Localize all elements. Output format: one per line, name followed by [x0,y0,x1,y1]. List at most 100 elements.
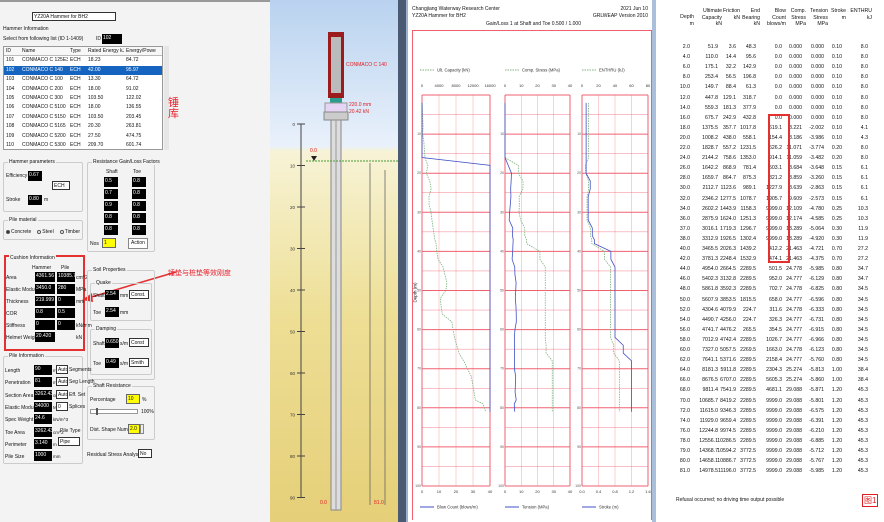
percentage-slider[interactable] [90,408,138,415]
hammer-cushion-input[interactable]: 20.420 [35,332,55,342]
hammer-cushion-input[interactable]: 0.8 [35,308,55,318]
table-cell: 4681.1 [766,387,782,394]
action-button[interactable]: Action [128,238,148,249]
percentage-input[interactable]: 10 [126,394,140,404]
quake-shaft-input[interactable]: 2.54 [105,290,119,300]
table-cell: -5.760 [809,357,824,364]
hammer-cushion-input[interactable]: 0 [35,320,55,330]
dist-shape-spinner[interactable] [140,424,144,434]
eff-set-input[interactable]: Auto [56,390,68,399]
damp-toe-input[interactable]: 0.49 [105,358,119,368]
damp-toe-mode-select[interactable]: Smith [129,358,149,367]
table-cell: 9974.5 [720,427,736,434]
hammer-list-row[interactable]: 110 CONMACO C 5300 ECH 209.70 601.74 [4,141,162,150]
table-cell: 989.1 [743,185,756,192]
damp-shaft-mode-select[interactable]: Const [129,338,149,347]
table-cell: 8181.3 [702,367,718,374]
table-row: 60.0 7327.0 5057.5 2269.5 1663.0 24.778 -6.123… [656,347,884,356]
hammer-cushion-input[interactable]: 4361.56 [35,272,55,282]
table-cell: 88.4 [725,84,736,91]
job-title-input[interactable]: YZ20A Hammer for BH2 [32,12,116,21]
residual-stress-select[interactable]: No [138,449,152,458]
column-header[interactable]: ID [6,48,11,54]
table-cell: 377.9 [743,104,756,111]
table-row: 70.0 10685.7 8419.2 2289.5 9999.0 29.088 -5.80… [656,398,884,407]
pile-type-select[interactable]: Pipe [58,437,80,446]
table-cell: 2144.2 [702,155,718,162]
shaft-factor-input[interactable]: 0.5 [104,177,118,187]
hammer-list-row[interactable]: 106 CONMACO C 5100 ECH 18.00 136.55 [4,103,162,112]
pile-value-input[interactable]: 3.140 [34,438,52,449]
toe-factor-input[interactable]: 0.8 [132,201,146,211]
hammer-cushion-input[interactable]: 219.999 [35,296,55,306]
hammer-list-row[interactable]: 109 CONMACO C 5200 ECH 27.50 474.75 [4,132,162,141]
pile-cushion-input[interactable]: 280 [57,284,75,294]
column-header[interactable]: Name [22,48,36,54]
splices-input[interactable]: 0 [56,402,68,411]
hammer-cell: 64.72 [126,76,139,83]
hammer-cell: CONMACO C 300 [22,94,63,101]
table-cell: 875.3 [743,175,756,182]
pile-cushion-input[interactable]: 0 [57,320,75,330]
shaft-factor-input[interactable]: 0.9 [104,201,118,211]
pile-row-label: Toe Area [5,429,25,436]
pile-material-radio-steel[interactable]: Steel [37,229,54,235]
dist-shape-input[interactable]: 2.0 [128,424,140,434]
pile-cushion-input[interactable]: 0.5 [57,308,75,318]
hammer-list-row[interactable]: 103 CONMACO C 100 ECH 13.30 64.72 [4,75,162,84]
toe-factor-input[interactable]: 0.8 [132,213,146,223]
hammer-list-row[interactable]: 102 CONMACO C 140 ECH 42.00 95.97 [4,65,162,76]
column-header[interactable]: Rated Energy kJ [88,48,124,54]
hammer-list-row[interactable]: 104 CONMACO C 200 ECH 18.00 91.02 [4,85,162,94]
hammer-list-row[interactable]: 105 CONMACO C 300 ECH 103.50 122.02 [4,94,162,103]
quake-toe-input[interactable]: 2.54 [105,307,119,317]
table-cell: 2289.5 [740,276,756,283]
pile-cushion-input[interactable]: 0 [57,296,75,306]
pile-material-radio-timber[interactable]: Timber [59,229,80,235]
nos-input[interactable]: 1 [102,238,116,248]
shaft-factor-input[interactable]: 0.8 [104,213,118,223]
pile-value-input[interactable]: 81 [34,377,52,388]
pile-value-input[interactable]: 24.6 [34,414,52,425]
hammer-list-row[interactable]: 108 CONMACO C 5165 ECH 20.30 263.81 [4,122,162,131]
hammer-list-row[interactable]: 107 CONMACO C 5150 ECH 103.50 203.45 [4,113,162,122]
seg-length-input[interactable]: Auto [56,377,68,386]
hammer-list[interactable]: ID Name Type Rated Energy kJ Energy/Power 101… [3,46,163,150]
pile-value-input[interactable]: 90 [34,365,52,375]
table-cell: 1.20 [831,407,842,414]
hammer-list-scrollbar[interactable] [164,46,169,150]
table-cell: 0.15 [831,175,842,182]
bottom-tick-label: 40 [488,489,493,494]
table-cell: 503.1 [769,165,782,172]
table-cell: 9999.0 [766,225,782,232]
table-cell: 2289.5 [740,286,756,293]
toe-factor-input[interactable]: 0.8 [132,177,146,187]
table-cell: 45.3 [857,468,868,475]
depth-tick-label: 100 [415,484,421,488]
toe-factor-input[interactable]: 0.8 [132,189,146,199]
toe-factor-input[interactable]: 0.8 [132,225,146,235]
damp-shaft-input[interactable]: 0.650 [105,338,119,348]
shaft-factor-input[interactable]: 0.8 [104,225,118,235]
pile-material-radio-concrete[interactable]: Concrete [6,229,31,235]
stroke-input[interactable]: 0.80 [28,195,42,205]
efficiency-input[interactable]: 0.67 [28,171,42,181]
depth-tick-label: 70 [500,367,504,371]
column-header[interactable]: Type [70,48,81,54]
column-header[interactable]: Energy/Power [126,48,156,54]
shaft-factor-input[interactable]: 0.7 [104,189,118,199]
pile-cushion-input[interactable]: 10385.7 [57,272,75,282]
pile-value-input[interactable]: 3262.43 [34,389,52,400]
hammer-input-dialog: YZ20A Hammer for BH2 Hammer Information … [0,0,270,522]
quake-mode-select[interactable]: Const. [129,290,149,299]
pile-value-input[interactable]: 1000 [34,451,52,462]
pile-value-input[interactable]: 34000 [34,401,52,412]
hammer-id-input[interactable]: 102 [102,34,122,44]
table-cell: 0.000 [811,54,824,61]
table-cell: 29.088 [786,387,802,394]
pile-value-input[interactable]: 3262.43 [34,426,52,437]
segments-input[interactable]: Auto [56,365,68,374]
hammer-cushion-input[interactable]: 3450.0 [35,284,55,294]
slider-thumb[interactable] [95,408,98,415]
hammer-list-row[interactable]: 101 CONMACO C 125E3 ECH 18.23 84.72 [4,56,162,65]
